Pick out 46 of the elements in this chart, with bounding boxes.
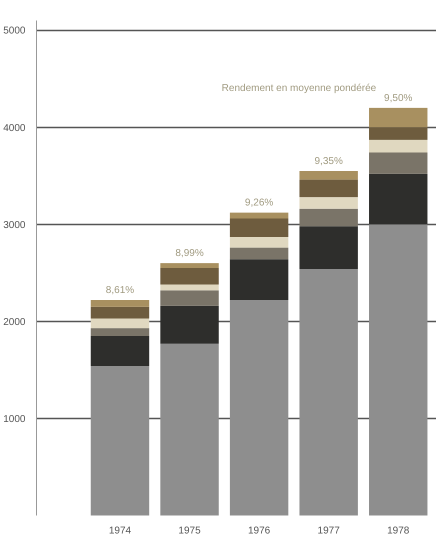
annotation: 9,50% bbox=[384, 92, 413, 104]
bar bbox=[230, 212, 288, 218]
bar bbox=[230, 236, 288, 248]
y-tick-label: 1000 bbox=[3, 414, 26, 425]
y-tick-label: 3000 bbox=[3, 220, 26, 231]
x-tick-label: 1976 bbox=[248, 526, 271, 536]
bar bbox=[369, 174, 428, 224]
x-tick-label: 1975 bbox=[178, 526, 202, 536]
bar bbox=[299, 197, 358, 209]
bar bbox=[230, 218, 288, 237]
bar bbox=[160, 290, 219, 306]
x-tick-label: 1974 bbox=[108, 526, 132, 536]
bar bbox=[90, 306, 150, 318]
bar bbox=[369, 224, 428, 516]
bar bbox=[299, 268, 358, 516]
bar bbox=[230, 248, 288, 260]
bar bbox=[90, 318, 150, 328]
bar bbox=[90, 300, 150, 307]
bar bbox=[90, 328, 150, 336]
annotation: 8,61% bbox=[106, 285, 134, 296]
annotation: Rendement en moyenne pondérée bbox=[222, 82, 377, 94]
bar bbox=[369, 108, 428, 128]
bar bbox=[230, 300, 288, 516]
annotation: 8,99% bbox=[175, 248, 204, 260]
bar bbox=[160, 284, 219, 290]
bar bbox=[369, 152, 428, 174]
y-tick-label: 2000 bbox=[3, 316, 26, 328]
y-tick-label: 4000 bbox=[3, 122, 26, 134]
bar bbox=[160, 306, 219, 344]
bar bbox=[299, 226, 358, 269]
annotation: 9,35% bbox=[314, 156, 343, 167]
bar bbox=[90, 366, 150, 516]
x-tick-label: 1978 bbox=[387, 526, 410, 536]
annotation: 9,26% bbox=[244, 198, 274, 209]
bar bbox=[299, 180, 358, 198]
bar bbox=[160, 268, 219, 284]
bar bbox=[369, 127, 428, 140]
bar bbox=[90, 336, 150, 366]
bar bbox=[230, 259, 288, 300]
bar bbox=[299, 170, 358, 180]
bar bbox=[299, 208, 358, 226]
y-tick-label: 5000 bbox=[3, 26, 26, 37]
bar bbox=[160, 344, 219, 516]
bar bbox=[369, 140, 428, 152]
bar bbox=[160, 263, 219, 268]
x-tick-label: 1977 bbox=[318, 526, 340, 536]
